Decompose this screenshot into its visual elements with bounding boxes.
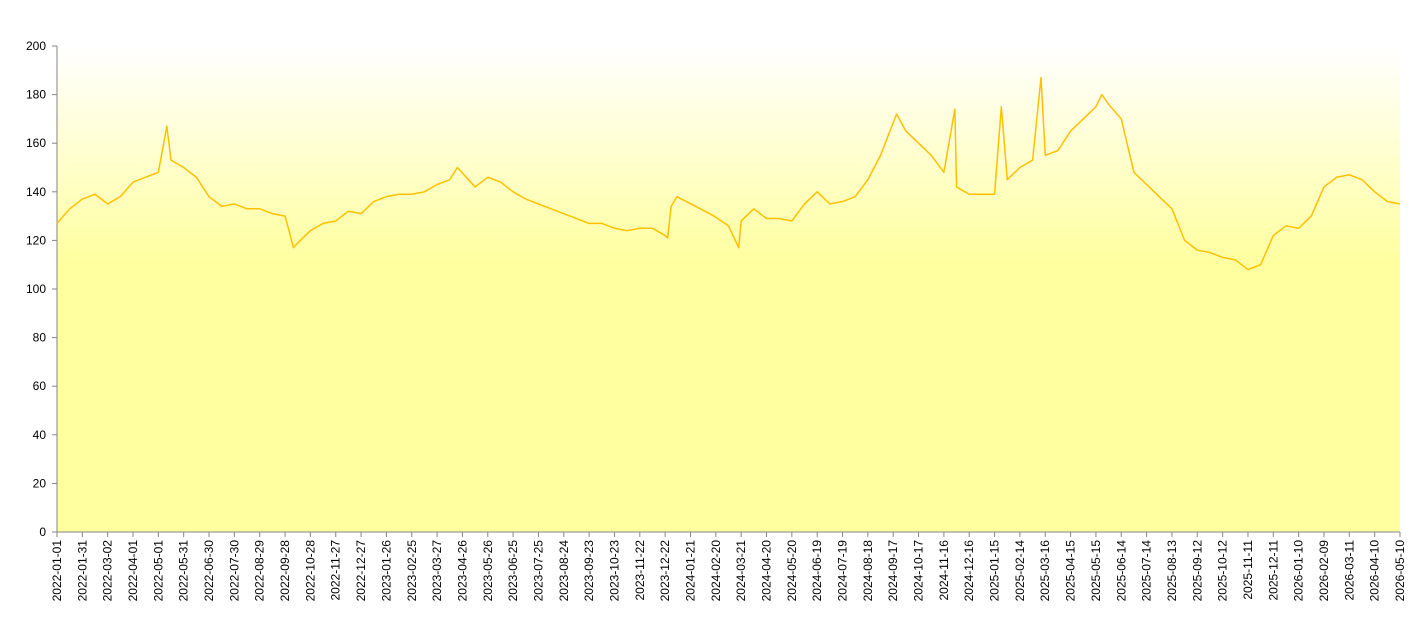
x-tick-label: 2024-11-16 (937, 540, 951, 601)
x-tick-label: 2024-08-18 (861, 540, 875, 602)
x-tick-label: 2024-10-17 (912, 540, 926, 602)
x-tick-label: 2022-04-01 (126, 540, 140, 602)
x-tick-label: 2025-03-16 (1038, 540, 1052, 602)
x-tick-label: 2022-05-31 (177, 540, 191, 602)
x-tick-label: 2025-10-12 (1216, 540, 1230, 602)
x-tick-label: 2026-01-10 (1292, 540, 1306, 602)
x-tick-label: 2022-10-28 (303, 540, 317, 602)
x-tick-label: 2024-01-21 (683, 540, 697, 602)
x-tick-label: 2023-06-25 (506, 540, 520, 602)
x-tick-label: 2026-05-10 (1393, 540, 1407, 602)
x-tick-label: 2022-11-27 (329, 540, 343, 601)
x-tick-label: 2025-08-13 (1165, 540, 1179, 602)
y-tick-label: 180 (26, 88, 46, 102)
x-tick-label: 2025-12-11 (1266, 540, 1280, 601)
x-tick-label: 2023-05-26 (481, 540, 495, 602)
x-tick-label: 2023-09-23 (582, 540, 596, 602)
x-tick-label: 2023-04-26 (455, 540, 469, 602)
data-line (56, 76, 1401, 271)
x-tick-label: 2024-09-17 (886, 540, 900, 602)
y-tick-label: 160 (26, 136, 46, 150)
x-tick-label: 2025-01-15 (988, 540, 1002, 602)
x-tick-label: 2022-08-29 (253, 540, 267, 602)
x-tick-label: 2022-01-01 (50, 540, 64, 602)
x-tick-label: 2023-07-25 (531, 540, 545, 602)
x-tick-label: 2023-08-24 (557, 540, 571, 602)
x-tick-label: 2022-03-02 (101, 540, 115, 602)
y-tick-label: 40 (33, 428, 47, 442)
x-tick-label: 2025-09-12 (1190, 540, 1204, 602)
x-tick-label: 2022-05-01 (151, 540, 165, 602)
x-tick-label: 2022-01-31 (75, 540, 89, 602)
x-tick-label: 2023-03-27 (430, 540, 444, 602)
x-tick-label: 2026-03-11 (1342, 540, 1356, 601)
y-tick-label: 100 (26, 282, 46, 296)
y-tick-label: 0 (39, 525, 46, 539)
x-tick-label: 2026-02-09 (1317, 540, 1331, 602)
x-tick-label: 2025-06-14 (1114, 540, 1128, 602)
x-tick-label: 2022-09-28 (278, 540, 292, 602)
x-tick-label: 2023-11-22 (633, 540, 647, 601)
y-tick-label: 140 (26, 185, 46, 199)
x-tick-label: 2024-04-20 (760, 540, 774, 602)
y-tick-label: 200 (26, 39, 46, 53)
y-tick-label: 120 (26, 233, 46, 247)
x-tick-label: 2024-03-21 (734, 540, 748, 602)
x-tick-label: 2024-07-19 (836, 540, 850, 602)
x-tick-label: 2024-12-16 (962, 540, 976, 602)
y-tick-label: 20 (33, 476, 47, 490)
x-tick-label: 2025-04-15 (1064, 540, 1078, 602)
x-tick-label: 2024-06-19 (810, 540, 824, 602)
x-tick-label: 2026-04-10 (1368, 540, 1382, 602)
x-tick-label: 2022-06-30 (202, 540, 216, 602)
x-tick-label: 2023-12-22 (658, 540, 672, 602)
x-tick-label: 2023-01-26 (379, 540, 393, 602)
x-tick-label: 2025-07-14 (1140, 540, 1154, 602)
x-tick-label: 2025-11-11 (1241, 540, 1255, 600)
plot-background (57, 46, 1400, 532)
x-tick-label: 2025-05-15 (1089, 540, 1103, 602)
x-tick-label: 2024-02-20 (709, 540, 723, 602)
x-tick-label: 2023-02-25 (405, 540, 419, 602)
x-tick-label: 2022-07-30 (227, 540, 241, 602)
x-tick-label: 2023-10-23 (607, 540, 621, 602)
y-tick-label: 80 (33, 331, 47, 345)
x-tick-label: 2022-12-27 (354, 540, 368, 602)
x-tick-label: 2024-05-20 (785, 540, 799, 602)
y-tick-label: 60 (33, 379, 47, 393)
x-tick-label: 2025-02-14 (1013, 540, 1027, 602)
